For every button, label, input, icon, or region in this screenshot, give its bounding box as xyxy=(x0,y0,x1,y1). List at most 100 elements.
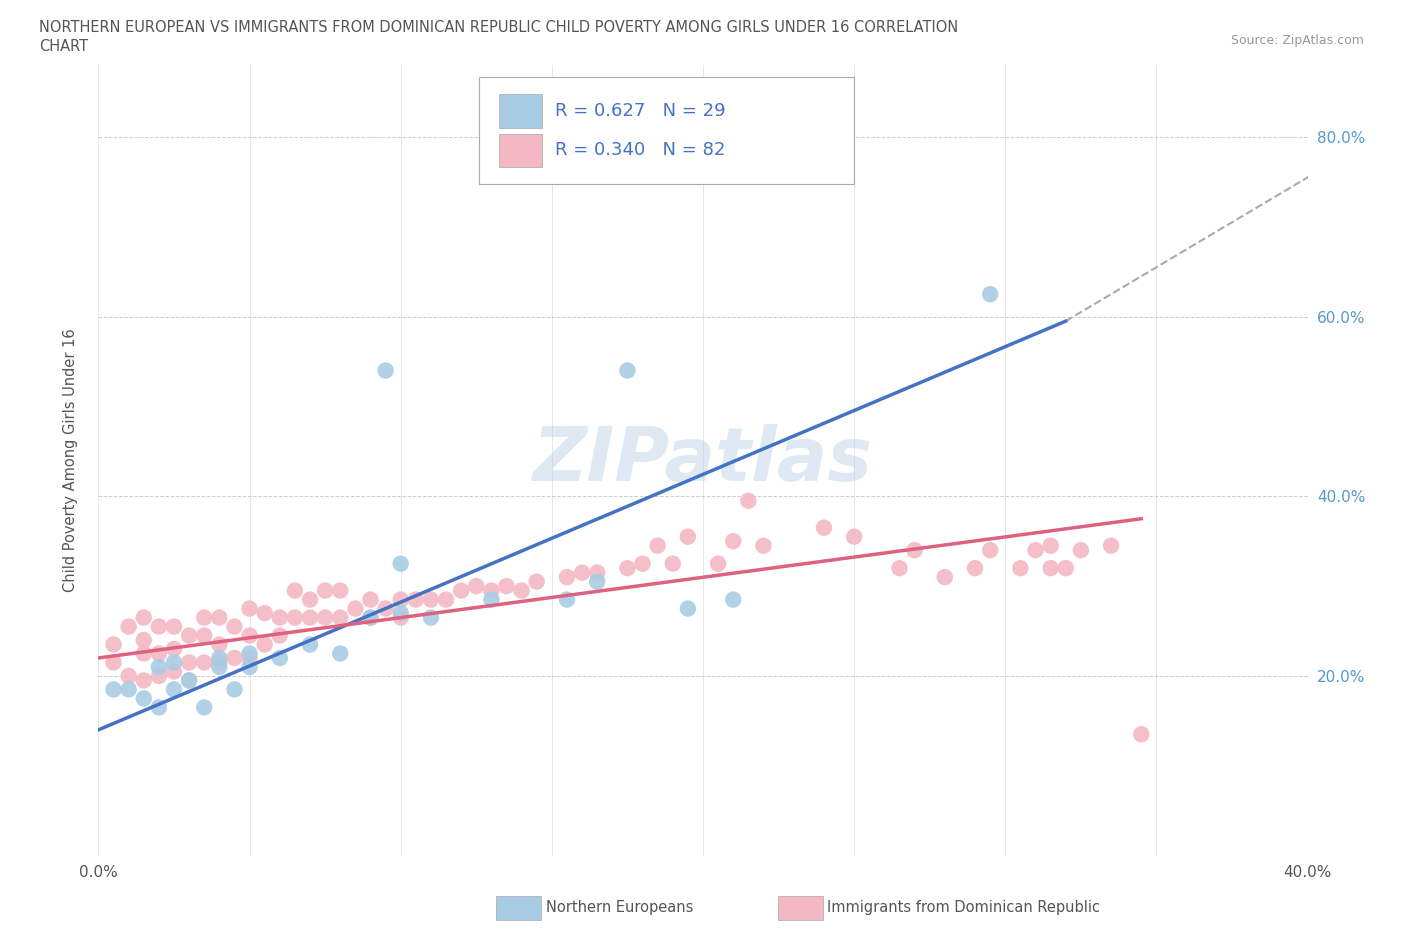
Point xyxy=(374,363,396,378)
Point xyxy=(1039,538,1062,553)
Point xyxy=(224,619,246,634)
Text: NORTHERN EUROPEAN VS IMMIGRANTS FROM DOMINICAN REPUBLIC CHILD POVERTY AMONG GIRL: NORTHERN EUROPEAN VS IMMIGRANTS FROM DOM… xyxy=(39,20,959,35)
Point xyxy=(329,610,352,625)
Point xyxy=(904,543,927,558)
Point xyxy=(163,664,186,679)
FancyBboxPatch shape xyxy=(499,134,543,167)
Point xyxy=(179,673,201,688)
Point xyxy=(269,610,291,625)
Point xyxy=(193,655,215,670)
Point xyxy=(389,605,412,620)
Point xyxy=(1039,561,1062,576)
Point xyxy=(571,565,593,580)
Point xyxy=(420,610,443,625)
Point xyxy=(450,583,472,598)
Point xyxy=(103,682,125,697)
Point xyxy=(752,538,775,553)
Point xyxy=(148,700,170,715)
Point xyxy=(103,637,125,652)
Point xyxy=(934,570,956,585)
Point xyxy=(360,592,382,607)
Point xyxy=(208,659,231,674)
Point xyxy=(193,610,215,625)
Point xyxy=(132,646,155,661)
Point xyxy=(616,561,638,576)
Point xyxy=(284,583,307,598)
Point xyxy=(148,659,170,674)
Point xyxy=(1130,727,1153,742)
Point xyxy=(253,605,276,620)
Point xyxy=(360,610,382,625)
Point xyxy=(208,651,231,666)
Point xyxy=(662,556,685,571)
Point xyxy=(1099,538,1122,553)
Point xyxy=(299,610,322,625)
Point xyxy=(465,578,488,593)
Point xyxy=(631,556,654,571)
Point xyxy=(179,655,201,670)
Text: Source: ZipAtlas.com: Source: ZipAtlas.com xyxy=(1230,34,1364,47)
Point xyxy=(314,583,336,598)
Point xyxy=(239,601,262,616)
Point xyxy=(676,529,699,544)
Point xyxy=(965,561,987,576)
Point xyxy=(163,655,186,670)
Text: R = 0.340   N = 82: R = 0.340 N = 82 xyxy=(555,141,725,159)
Point xyxy=(314,610,336,625)
Point xyxy=(555,592,578,607)
Point xyxy=(1024,543,1046,558)
Point xyxy=(481,592,503,607)
Point xyxy=(389,592,412,607)
Point xyxy=(148,646,170,661)
Point xyxy=(208,655,231,670)
Point xyxy=(586,565,609,580)
Point xyxy=(132,632,155,647)
Point xyxy=(389,556,412,571)
Point xyxy=(132,610,155,625)
Point xyxy=(481,583,503,598)
Point xyxy=(239,628,262,643)
Point xyxy=(118,682,141,697)
Point xyxy=(329,583,352,598)
Point xyxy=(193,700,215,715)
Point xyxy=(979,286,1001,301)
Text: Immigrants from Dominican Republic: Immigrants from Dominican Republic xyxy=(827,900,1099,915)
Point xyxy=(269,628,291,643)
Point xyxy=(299,637,322,652)
Point xyxy=(163,619,186,634)
Point xyxy=(405,592,427,607)
Point xyxy=(647,538,669,553)
Point xyxy=(495,578,517,593)
Point xyxy=(889,561,911,576)
Point xyxy=(239,646,262,661)
Y-axis label: Child Poverty Among Girls Under 16: Child Poverty Among Girls Under 16 xyxy=(63,328,77,592)
Point xyxy=(526,574,548,589)
Point xyxy=(239,651,262,666)
Point xyxy=(420,592,443,607)
FancyBboxPatch shape xyxy=(479,77,855,184)
FancyBboxPatch shape xyxy=(499,94,543,127)
Point xyxy=(360,610,382,625)
Point xyxy=(329,646,352,661)
Point xyxy=(723,592,745,607)
Point xyxy=(510,583,533,598)
Point xyxy=(284,610,307,625)
Point xyxy=(118,669,141,684)
Point xyxy=(389,610,412,625)
Point xyxy=(163,642,186,657)
Point xyxy=(132,691,155,706)
Text: CHART: CHART xyxy=(39,39,89,54)
Point xyxy=(224,682,246,697)
Point xyxy=(269,651,291,666)
Point xyxy=(979,543,1001,558)
Point xyxy=(163,682,186,697)
Point xyxy=(148,669,170,684)
Point xyxy=(208,637,231,652)
Point xyxy=(723,534,745,549)
Text: Northern Europeans: Northern Europeans xyxy=(546,900,693,915)
Point xyxy=(299,592,322,607)
Point xyxy=(344,601,367,616)
Point xyxy=(616,363,638,378)
Point xyxy=(224,651,246,666)
Point xyxy=(253,637,276,652)
